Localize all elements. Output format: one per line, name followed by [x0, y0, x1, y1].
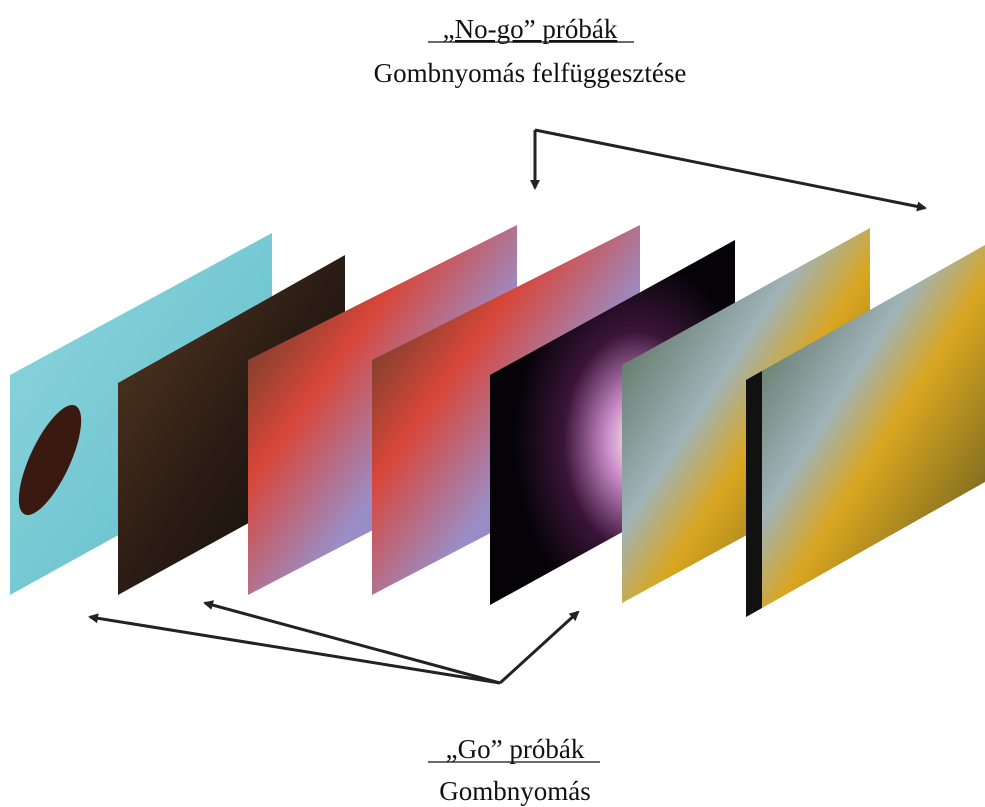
arrow	[498, 610, 580, 685]
arrow	[534, 128, 927, 212]
image-detail	[18, 404, 82, 516]
go-subtitle: Gombnyomás	[439, 776, 591, 806]
no-go-subtitle: Gombnyomás felfüggesztése	[374, 58, 687, 88]
image-panel	[746, 245, 985, 617]
image-border	[746, 371, 762, 617]
go-title: „Go” próbák	[446, 734, 585, 764]
image-panel	[490, 240, 735, 605]
no-go-title: „No-go” próbák	[443, 14, 618, 44]
arrows	[88, 128, 927, 685]
arrow	[88, 613, 501, 685]
image-stack	[10, 225, 985, 617]
arrow	[203, 600, 501, 685]
